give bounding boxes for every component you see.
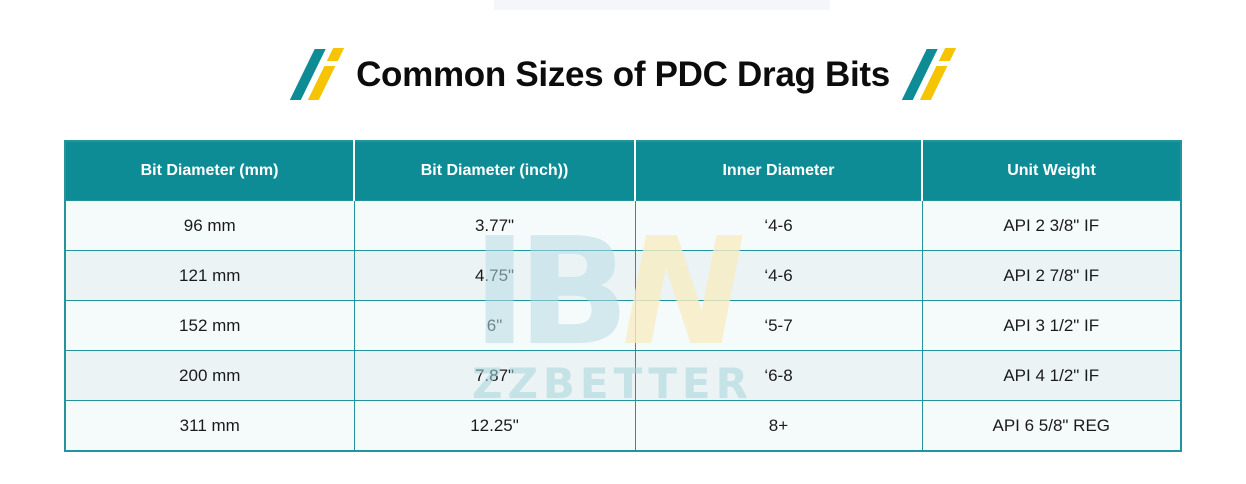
table-cell: API 6 5/8" REG [921, 400, 1182, 452]
double-slash-icon [289, 48, 345, 102]
yellow-slash-top [326, 48, 345, 61]
table-cell: 4.75" [353, 250, 636, 301]
table-header-row: Bit Diameter (mm) Bit Diameter (inch)) Inn… [65, 141, 1181, 201]
table-cell: 6" [353, 300, 636, 351]
table-row: 96 mm 3.77" ‘4-6 API 2 3/8" IF [64, 200, 1182, 251]
table-cell: 96 mm [64, 200, 355, 251]
table-cell: API 3 1/2" IF [921, 300, 1182, 351]
double-slash-icon-shapes [281, 48, 353, 102]
column-header: Unit Weight [921, 141, 1181, 201]
spec-table-area: IBN ZZBETTER Bit Diameter (mm) Bit Diamet… [64, 140, 1182, 452]
table-row: 311 mm 12.25" 8+ API 6 5/8" REG [64, 400, 1182, 452]
column-header: Inner Diameter [634, 141, 922, 201]
table-cell: 3.77" [353, 200, 636, 251]
column-header: Bit Diameter (mm) [65, 141, 354, 201]
table-cell: API 2 7/8" IF [921, 250, 1182, 301]
table-cell: 12.25" [353, 400, 636, 452]
column-header: Bit Diameter (inch)) [353, 141, 635, 201]
top-accent-bar [494, 0, 830, 10]
table-cell: API 4 1/2" IF [921, 350, 1182, 401]
table-cell: 8+ [634, 400, 923, 452]
page-title: Common Sizes of PDC Drag Bits [356, 55, 890, 94]
table-row: 200 mm 7.87" ‘6-8 API 4 1/2" IF [64, 350, 1182, 401]
table-cell: ‘5-7 [634, 300, 923, 351]
table-cell: 7.87" [353, 350, 636, 401]
table-cell: ‘6-8 [634, 350, 923, 401]
title-row: Common Sizes of PDC Drag Bits [0, 42, 1246, 108]
yellow-slash-top [938, 48, 957, 61]
table-row: 121 mm 4.75" ‘4-6 API 2 7/8" IF [64, 250, 1182, 301]
pdc-drag-bits-table: Bit Diameter (mm) Bit Diameter (inch)) Inn… [64, 140, 1182, 452]
table-cell: 200 mm [64, 350, 355, 401]
table-row: 152 mm 6" ‘5-7 API 3 1/2" IF [64, 300, 1182, 351]
table-cell: 121 mm [64, 250, 355, 301]
double-slash-icon [901, 48, 957, 102]
table-cell: 311 mm [64, 400, 355, 452]
table-cell: 152 mm [64, 300, 355, 351]
table-cell: API 2 3/8" IF [921, 200, 1182, 251]
double-slash-icon-shapes [893, 48, 965, 102]
table-cell: ‘4-6 [634, 250, 923, 301]
table-cell: ‘4-6 [634, 200, 923, 251]
